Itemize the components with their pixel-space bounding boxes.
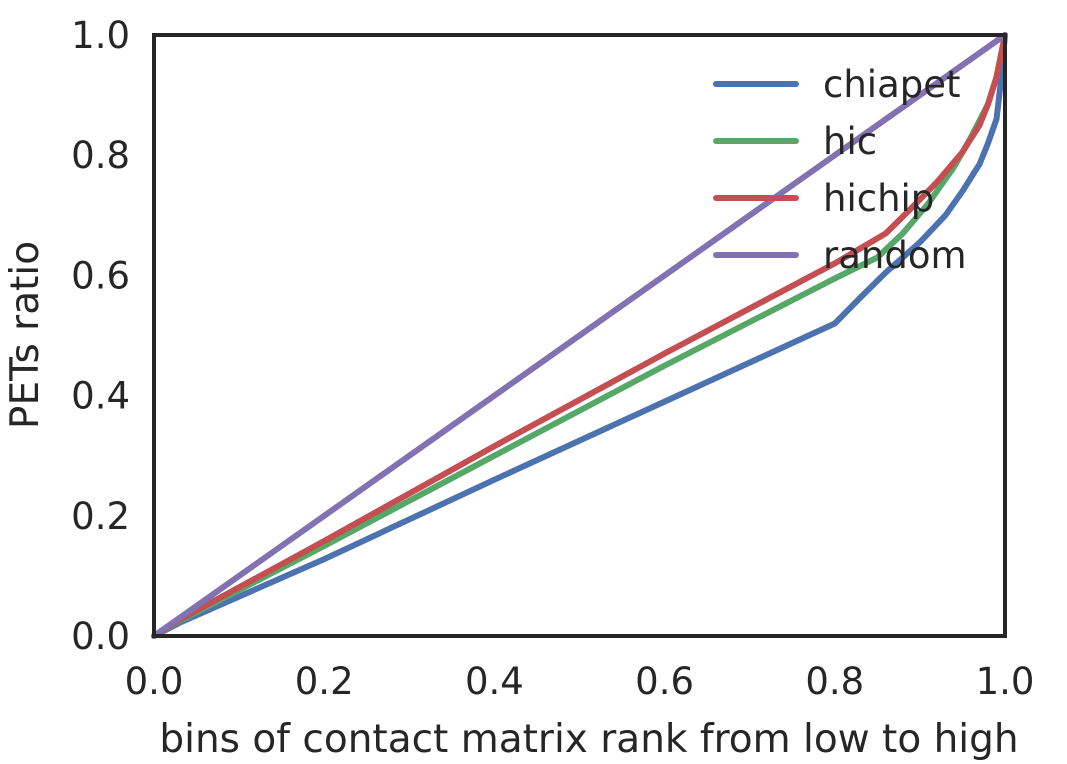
y-tick-label: 0.0 <box>71 615 130 658</box>
y-tick-label: 0.2 <box>71 495 130 538</box>
y-tick-label: 1.0 <box>71 14 130 57</box>
x-tick-label: 0.2 <box>295 660 354 703</box>
x-axis-label: bins of contact matrix rank from low to … <box>159 717 1018 762</box>
y-tick-label: 0.8 <box>71 134 130 177</box>
x-tick-label: 0.0 <box>125 660 184 703</box>
plot-lines <box>154 35 1005 636</box>
y-tick-label: 0.4 <box>71 375 130 418</box>
y-tick-labels: 0.0 0.2 0.4 0.6 0.8 1.0 <box>71 14 130 658</box>
legend-label-random: random <box>823 234 967 277</box>
series-line-random <box>154 35 1005 636</box>
legend: chiapet hic hichip random <box>716 63 967 277</box>
x-tick-label: 1.0 <box>976 660 1035 703</box>
x-tick-label: 0.6 <box>635 660 694 703</box>
x-tick-labels: 0.0 0.2 0.4 0.6 0.8 1.0 <box>125 660 1035 703</box>
legend-label-chiapet: chiapet <box>823 63 961 106</box>
y-axis-label: PETs ratio <box>3 241 48 429</box>
legend-label-hic: hic <box>823 120 877 163</box>
x-tick-label: 0.4 <box>465 660 524 703</box>
legend-label-hichip: hichip <box>823 177 934 220</box>
x-tick-label: 0.8 <box>805 660 864 703</box>
y-tick-label: 0.6 <box>71 254 130 297</box>
